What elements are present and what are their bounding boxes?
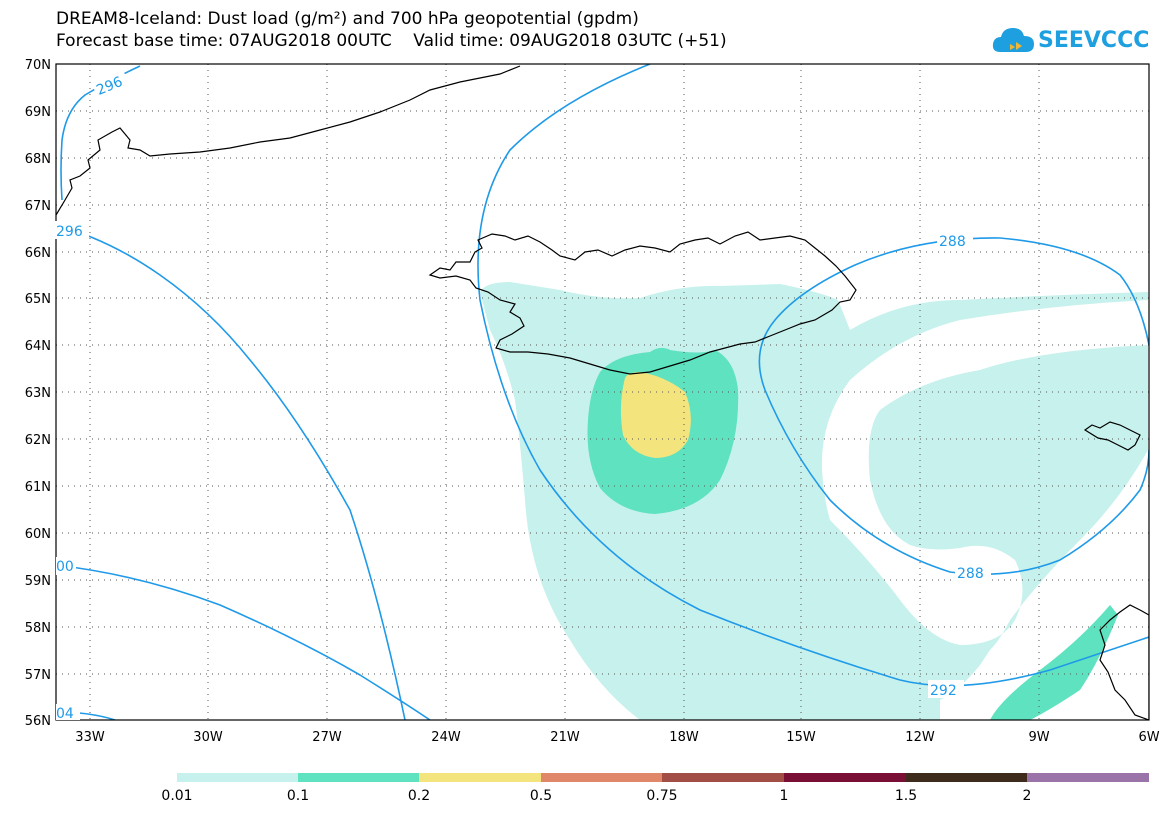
lon-label: 9W bbox=[1028, 730, 1049, 745]
lat-label: 62N bbox=[25, 433, 51, 448]
lat-label: 69N bbox=[25, 105, 51, 120]
lat-label: 67N bbox=[25, 199, 51, 214]
lon-label: 18W bbox=[669, 730, 699, 745]
lat-label: 63N bbox=[25, 386, 51, 401]
legend-label: 2 bbox=[1022, 788, 1032, 804]
map-subtitle: Forecast base time: 07AUG2018 00UTC Vali… bbox=[56, 31, 727, 51]
legend-swatch bbox=[177, 773, 298, 782]
legend-label: 1.5 bbox=[894, 788, 918, 804]
legend-label: 0.75 bbox=[646, 788, 678, 804]
map-title: DREAM8-Iceland: Dust load (g/m²) and 700… bbox=[56, 9, 639, 29]
legend-swatch bbox=[1027, 773, 1149, 782]
faroe-coast bbox=[1083, 421, 1141, 451]
lon-label: 12W bbox=[905, 730, 935, 745]
dust-area-southeast bbox=[990, 605, 1118, 720]
contour-label: 296 bbox=[94, 74, 125, 99]
contour-292 bbox=[477, 64, 1149, 687]
legend-swatch bbox=[541, 773, 662, 782]
contour-label: 296 bbox=[56, 224, 83, 240]
logo-text: SEEVCCC bbox=[1038, 28, 1150, 53]
contour-label: 04 bbox=[56, 706, 74, 722]
legend-label: 1 bbox=[779, 788, 789, 804]
legend-swatch bbox=[784, 773, 906, 782]
contour-labels: 296 296 00 04 288 288 292 bbox=[55, 68, 991, 722]
latitude-labels: 70N 69N 68N 67N 66N 65N 64N 63N 62N 61N … bbox=[25, 58, 51, 729]
plot-frame bbox=[55, 63, 1150, 721]
lat-label: 57N bbox=[25, 668, 51, 683]
iceland-coast bbox=[428, 231, 857, 375]
seevccc-logo: SEEVCCC bbox=[990, 22, 1160, 58]
legend-label: 0.1 bbox=[286, 788, 310, 804]
lat-label: 61N bbox=[25, 480, 51, 495]
lon-label: 33W bbox=[75, 730, 105, 745]
contour-296-west bbox=[56, 224, 406, 720]
longitude-labels: 33W 30W 27W 24W 21W 18W 15W 12W 9W 6W bbox=[75, 730, 1159, 745]
contour-label: 00 bbox=[56, 559, 74, 575]
legend-label: 0.2 bbox=[407, 788, 431, 804]
contour-300 bbox=[56, 564, 431, 720]
lon-label: 30W bbox=[193, 730, 223, 745]
cloud-icon bbox=[992, 28, 1034, 52]
lat-label: 60N bbox=[25, 527, 51, 542]
dust-area-low bbox=[480, 282, 1148, 720]
lat-label: 58N bbox=[25, 621, 51, 636]
legend-swatch bbox=[906, 773, 1027, 782]
lon-label: 21W bbox=[550, 730, 580, 745]
lat-label: 56N bbox=[25, 714, 51, 729]
lon-label: 15W bbox=[786, 730, 816, 745]
lon-label: 24W bbox=[431, 730, 461, 745]
lon-label: 27W bbox=[312, 730, 342, 745]
legend-swatch bbox=[662, 773, 784, 782]
scotland-coast bbox=[1099, 604, 1149, 720]
lat-label: 59N bbox=[25, 574, 51, 589]
legend-swatch bbox=[298, 773, 419, 782]
lat-label: 65N bbox=[25, 292, 51, 307]
legend-swatch bbox=[419, 773, 541, 782]
coastlines bbox=[56, 65, 1149, 720]
lat-label: 70N bbox=[25, 58, 51, 73]
greenland-coast bbox=[56, 65, 521, 216]
contour-288 bbox=[758, 237, 1149, 576]
legend-colorbar bbox=[177, 773, 1149, 782]
contour-label: 288 bbox=[939, 234, 966, 250]
lat-label: 64N bbox=[25, 339, 51, 354]
lon-label: 6W bbox=[1138, 730, 1159, 745]
contour-label: 292 bbox=[930, 683, 957, 699]
legend-label: 0.01 bbox=[161, 788, 193, 804]
dust-area-high bbox=[620, 372, 691, 458]
legend-label: 0.5 bbox=[529, 788, 553, 804]
lat-label: 68N bbox=[25, 152, 51, 167]
contour-label: 288 bbox=[957, 566, 984, 582]
lat-label: 66N bbox=[25, 246, 51, 261]
